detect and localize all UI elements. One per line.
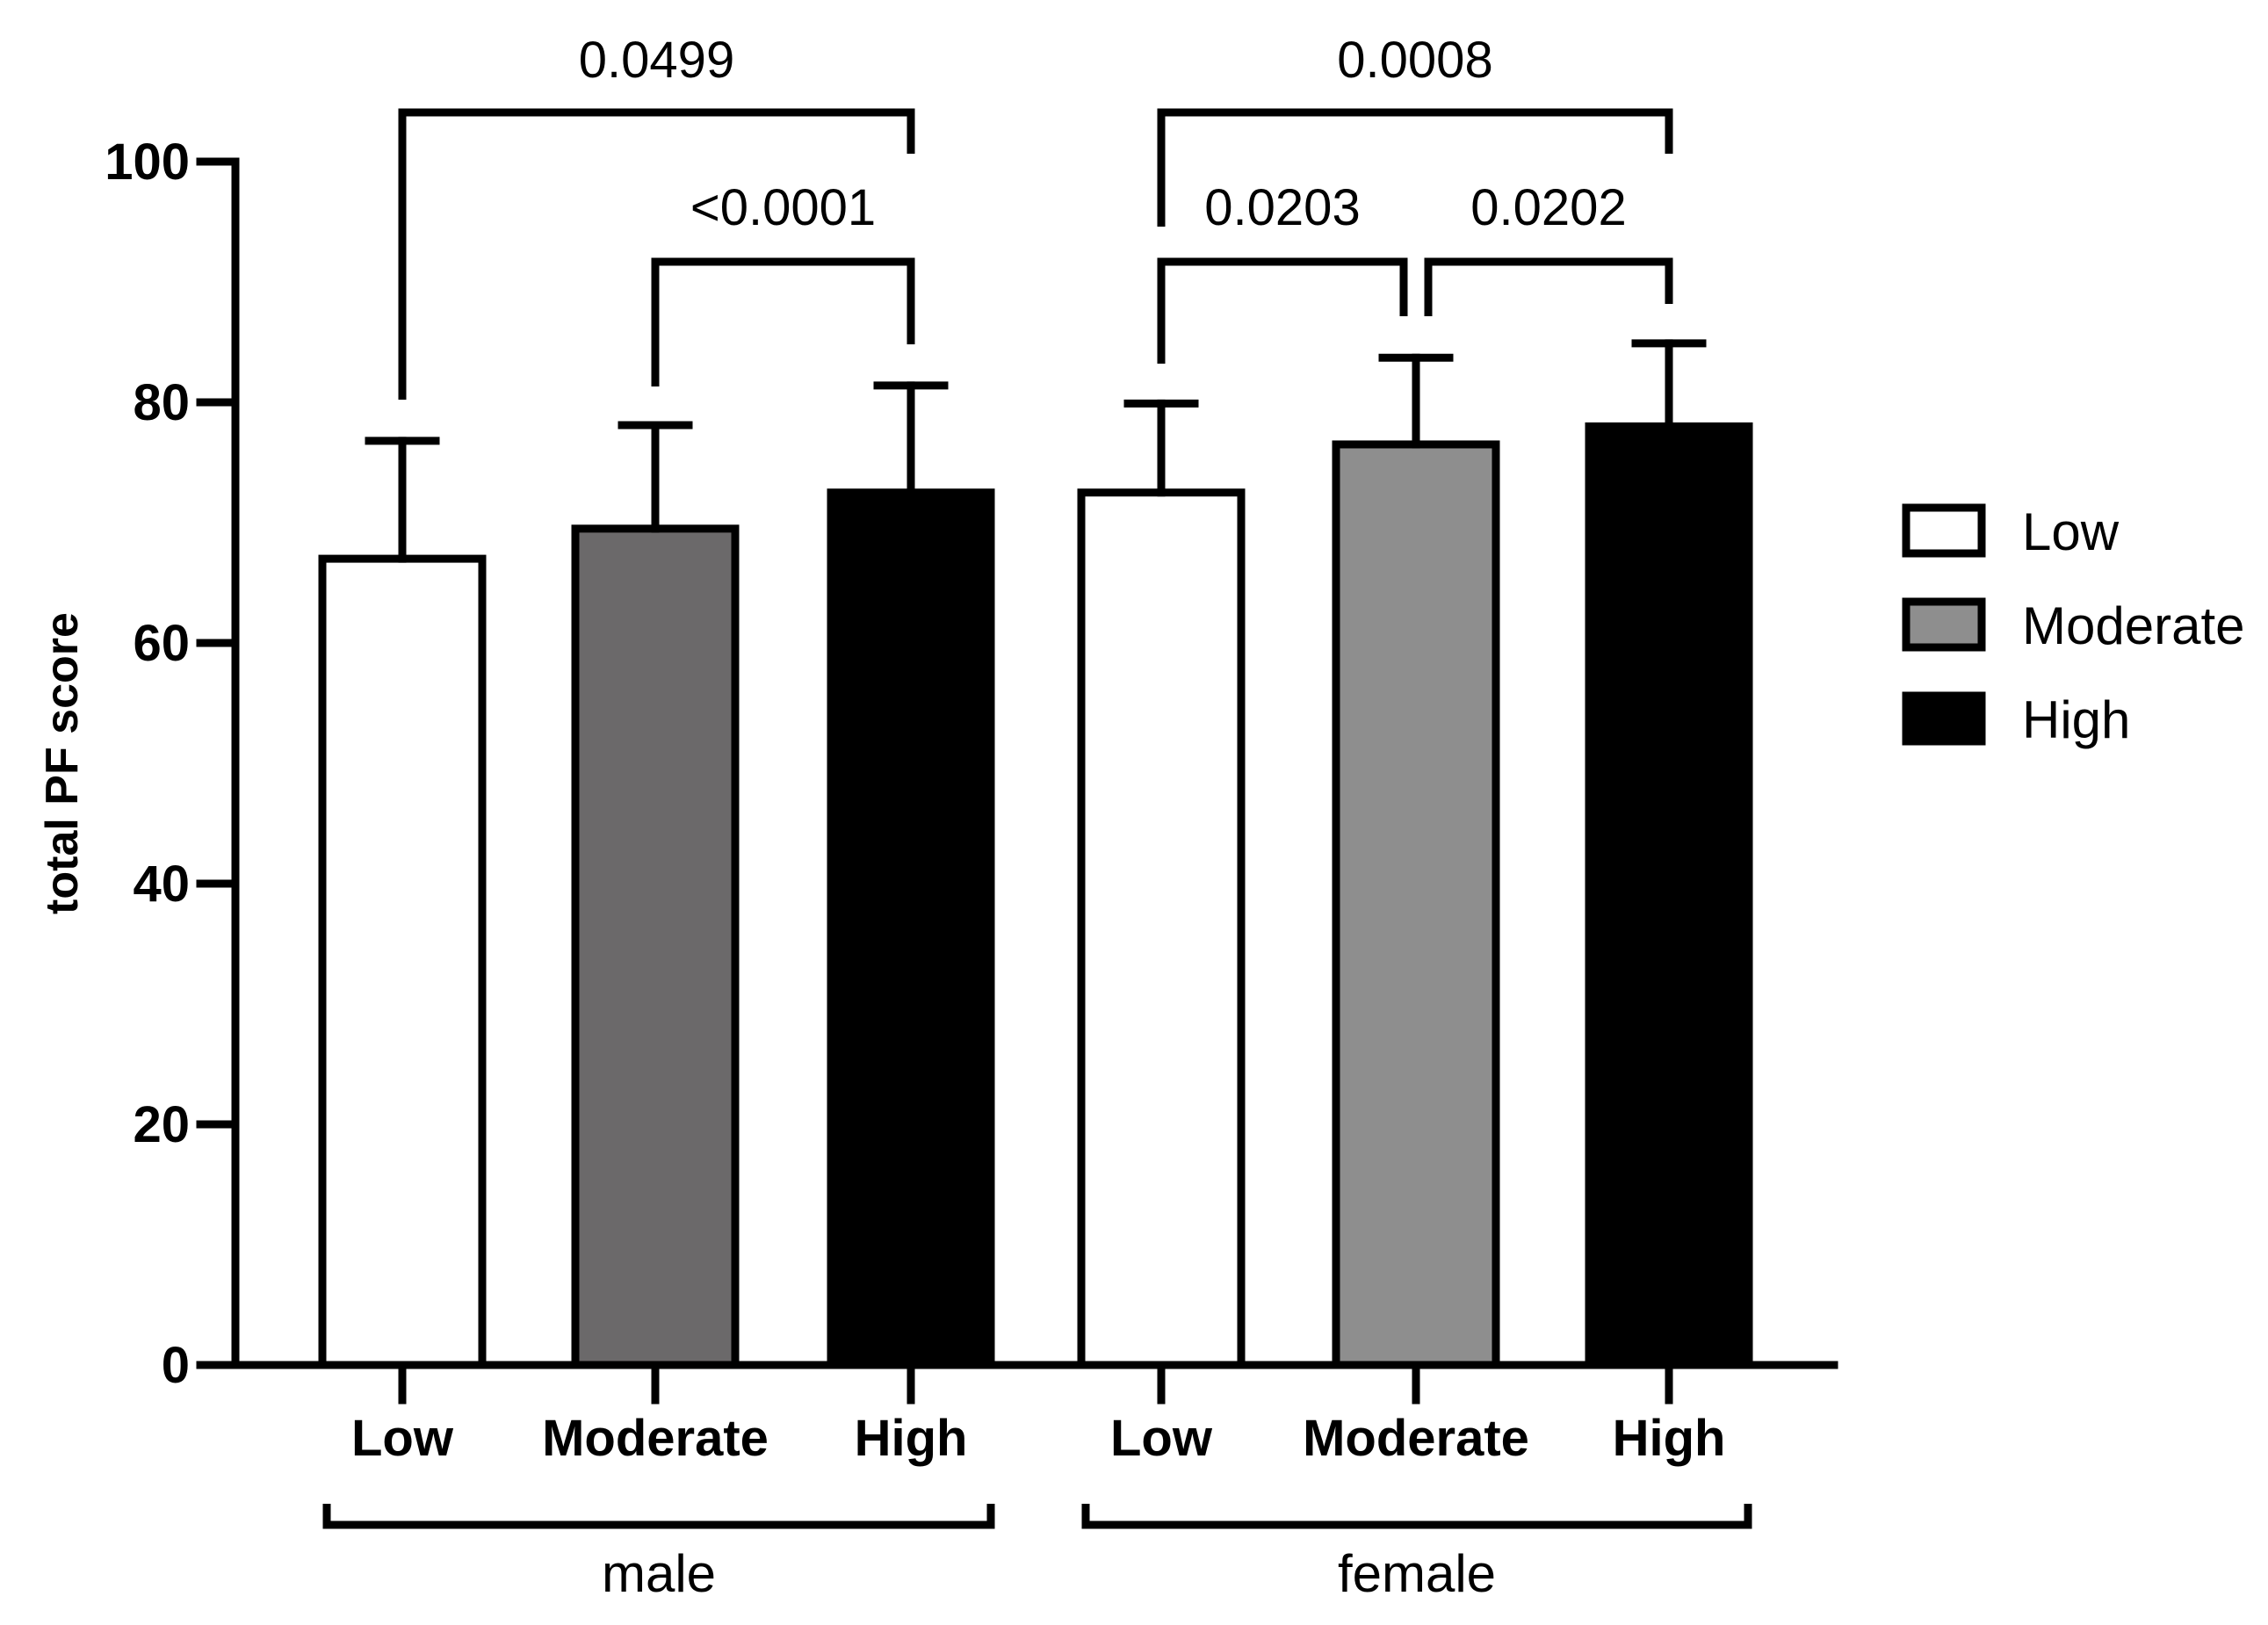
p-value-label: 0.0008 — [1337, 32, 1492, 89]
p-value-label: <0.0001 — [690, 179, 876, 236]
significance-bracket — [1424, 257, 1673, 316]
legend-swatch-high — [1902, 691, 1986, 746]
y-tick-label: 60 — [133, 615, 190, 672]
p-value-label: 0.0203 — [1204, 179, 1360, 236]
significance-bracket — [651, 257, 915, 386]
bar-male-moderate — [571, 524, 740, 1369]
x-category-label: High — [1613, 1410, 1726, 1467]
bar-female-moderate — [1332, 440, 1500, 1369]
y-tick-label: 20 — [133, 1096, 190, 1153]
significance-bracket — [1157, 257, 1408, 364]
x-category-label: Moderate — [1303, 1410, 1529, 1467]
p-value-label: 0.0499 — [579, 32, 734, 89]
x-category-label: Low — [351, 1410, 454, 1467]
x-category-label: Low — [1110, 1410, 1213, 1467]
legend-label-low: Low — [2022, 502, 2120, 561]
bar-male-low — [318, 554, 487, 1369]
y-axis-title: total PF score — [37, 612, 88, 914]
legend-label-moderate: Moderate — [2022, 596, 2244, 655]
x-category-label: High — [855, 1410, 968, 1467]
bar-male-high — [827, 488, 995, 1369]
p-value-label: 0.0202 — [1470, 179, 1626, 236]
legend-swatch-low — [1902, 503, 1986, 558]
group-label: male — [602, 1544, 716, 1603]
significance-bracket — [398, 108, 915, 400]
y-tick-label: 80 — [133, 374, 190, 431]
x-category-label: Moderate — [542, 1410, 769, 1467]
group-bracket — [1081, 1504, 1752, 1529]
y-tick-label: 40 — [133, 856, 190, 913]
legend-swatch-moderate — [1902, 597, 1986, 652]
group-label: female — [1338, 1544, 1496, 1603]
significance-bracket — [1157, 108, 1673, 227]
bar-female-high — [1585, 422, 1753, 1369]
legend-label-high: High — [2022, 690, 2130, 749]
group-bracket — [322, 1504, 995, 1529]
y-tick-label: 0 — [162, 1337, 190, 1394]
y-tick-label: 100 — [105, 134, 190, 191]
bar-female-low — [1077, 488, 1246, 1369]
